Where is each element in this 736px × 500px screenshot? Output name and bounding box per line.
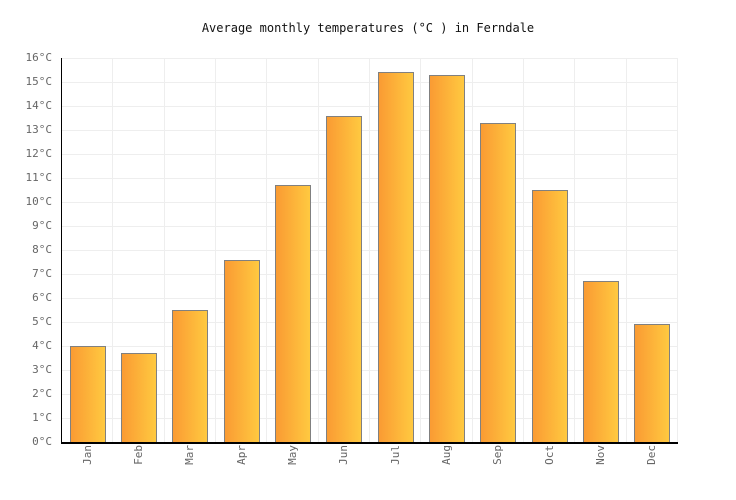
y-tick-label: 8°C: [32, 243, 52, 256]
vertical-gridline: [266, 58, 268, 442]
bar-mar: [172, 310, 209, 442]
vertical-gridline: [317, 58, 319, 442]
y-axis-line: [60, 58, 62, 442]
y-tick-label: 7°C: [32, 267, 52, 280]
vertical-gridline: [523, 58, 524, 442]
bar-apr: [223, 259, 260, 442]
bar-dec: [634, 324, 671, 442]
x-tick-label-mar: Mar: [183, 445, 197, 465]
horizontal-gridline: [62, 394, 678, 395]
y-tick-label: 9°C: [32, 219, 52, 232]
vertical-gridline: [215, 58, 216, 442]
bar-feb: [121, 353, 157, 442]
horizontal-gridline: [62, 370, 678, 371]
y-tick-label: 5°C: [32, 315, 52, 328]
vertical-gridline: [112, 58, 114, 442]
horizontal-gridline: [62, 58, 678, 59]
bar-jan: [69, 346, 106, 442]
horizontal-gridline: [62, 130, 678, 131]
x-tick-label-oct: Oct: [542, 445, 556, 465]
x-tick-label-aug: Aug: [440, 445, 453, 465]
x-tick-label-feb: Feb: [132, 445, 145, 465]
vertical-gridline: [625, 58, 627, 442]
horizontal-gridline: [62, 346, 678, 347]
horizontal-gridline: [62, 226, 678, 227]
horizontal-gridline: [62, 202, 678, 203]
horizontal-gridline: [62, 250, 678, 251]
bar-sep: [480, 122, 517, 442]
y-tick-label: 15°C: [25, 75, 53, 88]
bar-jul: [377, 72, 414, 442]
x-tick-label-nov: Nov: [594, 445, 607, 465]
vertical-gridline: [420, 58, 422, 442]
y-tick-label: 16°C: [25, 51, 53, 64]
y-tick-label: 0°C: [32, 435, 52, 448]
vertical-gridline: [369, 58, 370, 442]
vertical-gridline: [677, 58, 678, 442]
horizontal-gridline: [62, 154, 678, 155]
y-tick-label: 13°C: [25, 123, 53, 136]
vertical-gridline: [471, 58, 473, 442]
horizontal-gridline: [62, 418, 678, 419]
horizontal-gridline: [62, 106, 678, 107]
horizontal-gridline: [62, 178, 678, 179]
horizontal-gridline: [62, 298, 678, 299]
y-tick-label: 6°C: [32, 291, 52, 304]
y-tick-label: 2°C: [32, 387, 52, 400]
plot-area: [60, 58, 678, 444]
y-tick-label: 4°C: [32, 339, 52, 352]
y-tick-label: 1°C: [32, 411, 52, 424]
chart-title: Average monthly temperatures (°C ) in Fe…: [201, 21, 535, 35]
x-tick-label-apr: Apr: [234, 445, 248, 465]
x-tick-label-may: May: [286, 445, 299, 465]
x-tick-label-jun: Jun: [337, 445, 351, 465]
vertical-gridline: [163, 58, 165, 442]
bar-aug: [429, 74, 465, 442]
bar-jun: [326, 115, 363, 442]
x-tick-label-dec: Dec: [645, 445, 659, 465]
x-tick-label-jan: Jan: [80, 445, 94, 465]
bar-may: [275, 185, 311, 442]
x-axis-line: [60, 441, 678, 444]
x-tick-label-jul: Jul: [388, 445, 402, 465]
horizontal-gridline: [62, 82, 678, 83]
y-tick-label: 11°C: [25, 171, 53, 184]
y-tick-label: 14°C: [25, 99, 53, 112]
y-tick-label: 12°C: [25, 147, 53, 160]
bar-nov: [583, 281, 619, 442]
bar-oct: [531, 190, 568, 442]
vertical-gridline: [574, 58, 576, 442]
y-tick-label: 10°C: [25, 195, 53, 208]
horizontal-gridline: [62, 274, 678, 275]
y-tick-label: 3°C: [32, 363, 52, 376]
x-tick-label-sep: Sep: [491, 445, 505, 465]
horizontal-gridline: [62, 322, 678, 323]
